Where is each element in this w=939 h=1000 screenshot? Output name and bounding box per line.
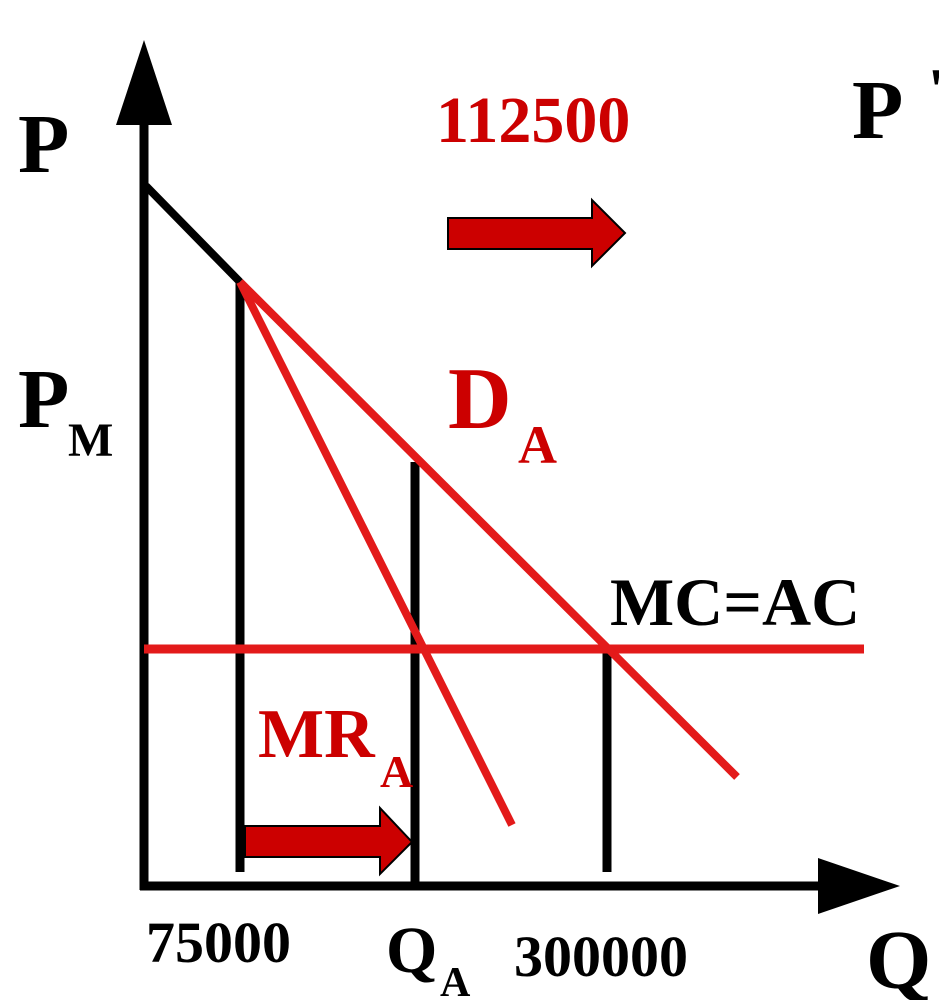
- pm-label-main: P: [18, 353, 69, 446]
- x-axis-label: Q: [866, 914, 931, 1000]
- corner-tick-mark: ': [928, 57, 939, 123]
- demand-label-sub: A: [518, 415, 557, 475]
- q-high-label: 300000: [514, 924, 688, 989]
- q-low-label: 75000: [146, 910, 291, 975]
- x-axis-arrowhead: [818, 858, 900, 914]
- bottom-shift-arrow: [244, 805, 414, 877]
- mc-ac-label: MC=AC: [610, 564, 860, 640]
- qa-label-main: Q: [386, 914, 437, 987]
- demand-upper-segment: [143, 183, 243, 285]
- top-shift-arrow: [447, 197, 627, 269]
- mr-label-sub: A: [380, 746, 413, 797]
- demand-curve-da: [237, 279, 740, 780]
- marginal-revenue-curve: [236, 280, 516, 827]
- top-quantity-label: 112500: [436, 84, 630, 157]
- pm-label-sub: M: [68, 414, 113, 467]
- corner-p-label: P: [852, 64, 903, 157]
- mr-label-main: MR: [258, 696, 376, 773]
- demand-label-main: D: [448, 351, 512, 448]
- qa-label-sub: A: [440, 960, 471, 1000]
- y-axis-arrowhead: [116, 40, 172, 125]
- y-axis-label: P: [18, 98, 69, 191]
